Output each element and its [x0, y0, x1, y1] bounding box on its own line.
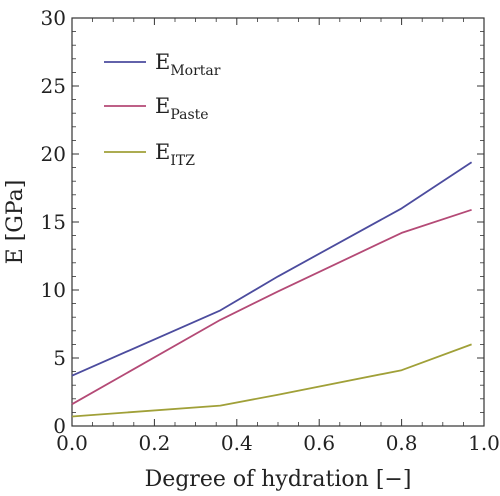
x-axis-label: Degree of hydration [−]	[145, 467, 412, 492]
x-tick-label: 0.6	[303, 431, 335, 455]
y-tick-label: 10	[41, 278, 66, 302]
series-layer	[71, 161, 473, 418]
plot-frame	[71, 17, 485, 427]
x-tick-label: 0.0	[56, 431, 88, 455]
x-tick-label: 0.4	[221, 431, 253, 455]
y-tick-label: 0	[53, 414, 66, 438]
series-line-itz	[71, 343, 472, 418]
axes: 0.0 0.2 0.4 0.6 0.8 1.0 0 5 10 15 20 25 30	[41, 6, 500, 455]
y-tick-label: 30	[41, 6, 66, 30]
legend: EMortar EPaste EITZ	[104, 50, 221, 169]
x-tick-label: 0.2	[138, 431, 170, 455]
legend-label-mortar: EMortar	[155, 50, 221, 79]
series-line-paste	[71, 208, 472, 405]
y-axis-label: E [GPa]	[3, 180, 28, 265]
y-tick-label: 15	[41, 210, 66, 234]
legend-label-paste: EPaste	[155, 94, 209, 123]
y-tick-label: 25	[41, 74, 66, 98]
legend-label-itz: EITZ	[155, 140, 195, 169]
x-tick-label: 0.8	[386, 431, 418, 455]
y-tick-label: 20	[41, 142, 66, 166]
y-tick-label: 5	[53, 346, 66, 370]
x-tick-label: 1.0	[468, 431, 500, 455]
series-line-mortar	[71, 161, 473, 377]
